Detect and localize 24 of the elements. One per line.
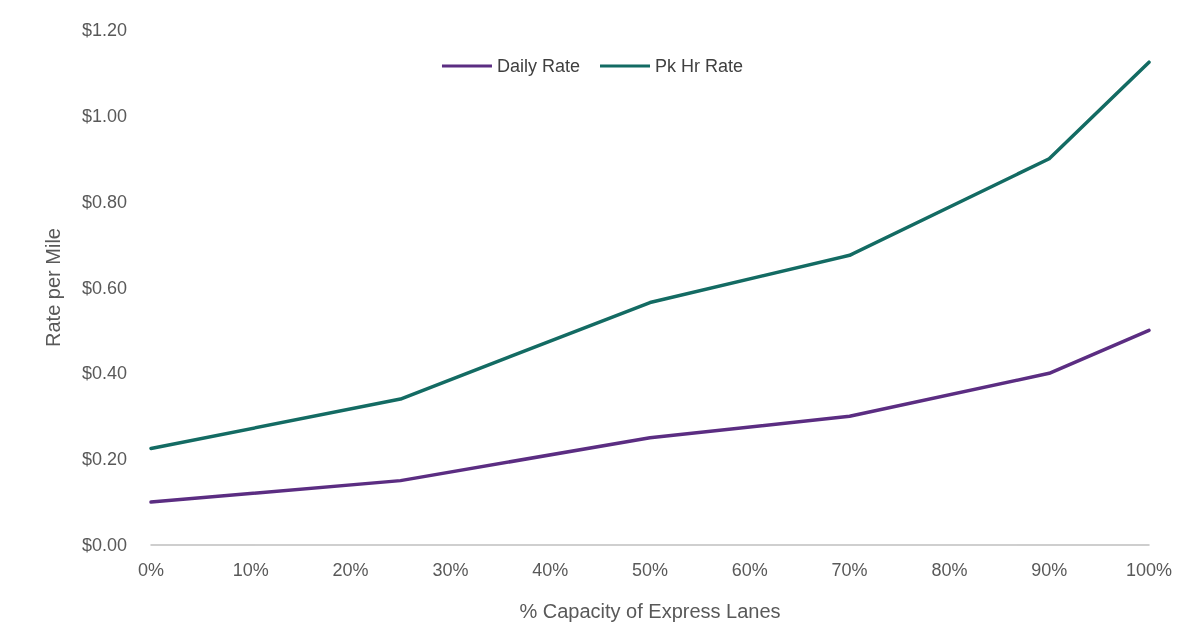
x-tick-label: 20% [332, 560, 369, 580]
y-tick-label: $0.20 [81, 449, 127, 470]
y-tick-label: $1.20 [81, 20, 127, 40]
y-axis-title: Rate per Mile [42, 228, 64, 347]
x-tick-label: 70% [831, 560, 868, 580]
x-tick-label: 50% [631, 560, 669, 580]
y-tick-label: $1.00 [81, 105, 127, 126]
x-tick-label: 100% [1125, 560, 1173, 580]
y-tick-label: $0.60 [81, 277, 127, 298]
line-series [149, 328, 1151, 504]
y-tick-label: $0.00 [81, 535, 127, 555]
legend-label: Daily Rate [496, 56, 580, 76]
y-tick-label: $0.40 [81, 363, 127, 384]
x-tick-label: 10% [232, 560, 269, 580]
x-tick-label: 30% [432, 560, 469, 580]
x-tick-label: 40% [532, 560, 569, 580]
line-series [149, 60, 1151, 451]
x-tick-label: 80% [931, 560, 968, 580]
y-tick-label: $0.80 [81, 191, 127, 212]
legend-label: Pk Hr Rate [655, 56, 744, 76]
x-tick-label: 0% [137, 560, 165, 580]
x-tick-label: 90% [1031, 560, 1068, 580]
x-tick-label: 60% [731, 560, 768, 580]
x-axis-title: % Capacity of Express Lanes [519, 600, 781, 622]
